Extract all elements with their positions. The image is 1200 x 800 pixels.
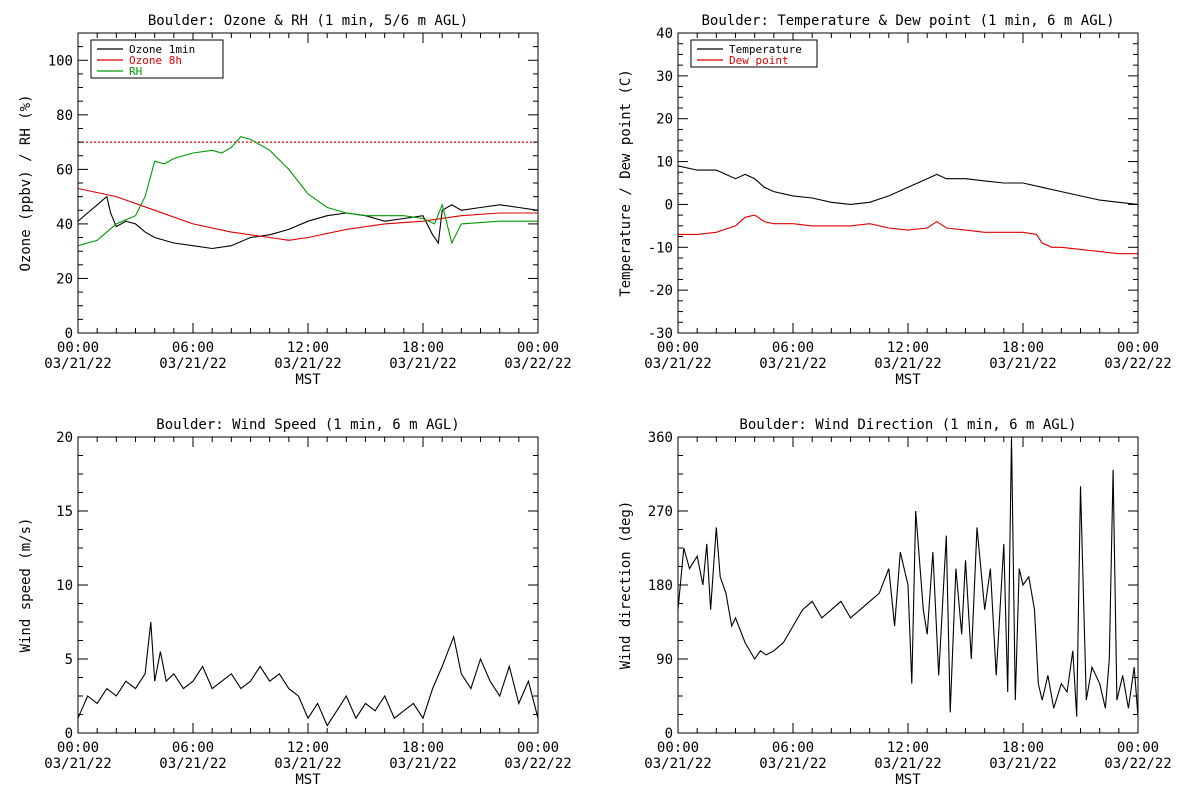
x-tick-label-date: 03/21/22 [989, 356, 1056, 372]
y-tick-label: 20 [56, 430, 73, 446]
y-tick-label: 60 [56, 162, 73, 178]
y-tick-label: 5 [65, 652, 73, 668]
x-tick-label-date: 03/21/22 [644, 756, 711, 772]
x-tick-label-date: 03/22/22 [504, 756, 571, 772]
y-tick-label: 100 [48, 53, 73, 69]
x-tick-label-date: 03/21/22 [874, 356, 941, 372]
x-tick-label-time: 06:00 [772, 340, 814, 356]
x-tick-label-time: 00:00 [517, 740, 559, 756]
legend-label: Dew point [729, 54, 789, 67]
legend-label: Ozone 8h [129, 54, 182, 67]
y-tick-label: -10 [648, 240, 673, 256]
y-tick-label: 0 [65, 326, 73, 342]
series-line-rh [78, 135, 538, 247]
y-tick-label: 40 [656, 26, 673, 42]
x-tick-label-time: 12:00 [287, 340, 329, 356]
y-tick-label: 10 [56, 578, 73, 594]
x-tick-label-time: 00:00 [657, 740, 699, 756]
chart-title: Boulder: Wind Direction (1 min, 6 m AGL) [739, 417, 1076, 433]
y-tick-label: 0 [65, 726, 73, 742]
x-tick-label-date: 03/21/22 [874, 756, 941, 772]
y-axis-label: Wind direction (deg) [618, 501, 634, 670]
y-axis-label: Ozone (ppbv) / RH (%) [18, 94, 34, 271]
y-tick-label: 10 [656, 155, 673, 171]
chart-title: Boulder: Temperature & Dew point (1 min,… [701, 13, 1114, 29]
panel-wind-speed: Boulder: Wind Speed (1 min, 6 m AGL) 0 5 10… [18, 417, 572, 788]
y-tick-label: 20 [656, 112, 673, 128]
x-axis-label: MST [895, 372, 921, 388]
x-tick-label-time: 12:00 [287, 740, 329, 756]
y-tick-label: 40 [56, 217, 73, 233]
x-tick-label-date: 03/22/22 [1104, 356, 1171, 372]
x-tick-label-date: 03/21/22 [159, 356, 226, 372]
y-tick-label: 0 [665, 197, 673, 213]
y-tick-label: 30 [656, 69, 673, 85]
x-tick-label-time: 06:00 [172, 340, 214, 356]
y-axis-label: Temperature / Dew point (C) [618, 69, 634, 297]
x-tick-label-time: 18:00 [402, 740, 444, 756]
x-tick-label-date: 03/21/22 [44, 756, 111, 772]
x-tick-label-date: 03/21/22 [759, 756, 826, 772]
chart-title: Boulder: Wind Speed (1 min, 6 m AGL) [156, 417, 459, 433]
x-tick-label-date: 03/21/22 [644, 356, 711, 372]
plot-frame [677, 32, 1139, 334]
y-tick-label: 20 [56, 271, 73, 287]
x-axis-label: MST [295, 772, 321, 788]
x-tick-label-time: 12:00 [887, 340, 929, 356]
y-tick-label: 90 [656, 652, 673, 668]
x-tick-label-date: 03/21/22 [389, 356, 456, 372]
x-tick-label-date: 03/22/22 [1104, 756, 1171, 772]
chart-title: Boulder: Ozone & RH (1 min, 5/6 m AGL) [148, 13, 468, 29]
series-line-dew-point [678, 214, 1138, 255]
x-tick-label-date: 03/21/22 [274, 356, 341, 372]
x-axis-label: MST [295, 372, 321, 388]
x-axis-label: MST [895, 772, 921, 788]
x-tick-label-date: 03/21/22 [989, 756, 1056, 772]
legend-label: Ozone 1min [129, 43, 195, 56]
series-line-ozone-1min [78, 195, 538, 250]
x-tick-label-time: 06:00 [772, 740, 814, 756]
series-line-main [78, 621, 538, 727]
y-tick-label: -30 [648, 326, 673, 342]
x-tick-label-date: 03/22/22 [504, 356, 571, 372]
y-tick-label: 15 [56, 504, 73, 520]
x-tick-label-time: 00:00 [57, 740, 99, 756]
x-tick-label-time: 12:00 [887, 740, 929, 756]
x-tick-label-time: 18:00 [1002, 740, 1044, 756]
y-tick-label: 0 [665, 726, 673, 742]
y-tick-label: 270 [648, 504, 673, 520]
x-tick-label-time: 00:00 [57, 340, 99, 356]
y-tick-label: 80 [56, 108, 73, 124]
x-tick-label-time: 18:00 [402, 340, 444, 356]
x-tick-label-time: 00:00 [1117, 740, 1159, 756]
x-tick-label-time: 18:00 [1002, 340, 1044, 356]
legend-box [690, 39, 818, 68]
x-tick-label-date: 03/21/22 [274, 756, 341, 772]
x-tick-label-time: 06:00 [172, 740, 214, 756]
x-tick-label-date: 03/21/22 [159, 756, 226, 772]
x-tick-label-time: 00:00 [1117, 340, 1159, 356]
panel-wind-direction: Boulder: Wind Direction (1 min, 6 m AGL)… [618, 417, 1172, 788]
plot-frame [77, 436, 539, 734]
series-line-main [678, 437, 1138, 717]
y-tick-label: -20 [648, 283, 673, 299]
x-tick-label-time: 00:00 [657, 340, 699, 356]
legend-box [90, 39, 224, 79]
x-tick-label-time: 00:00 [517, 340, 559, 356]
legend-label: RH [129, 65, 142, 78]
x-tick-label-date: 03/21/22 [44, 356, 111, 372]
x-tick-label-date: 03/21/22 [389, 756, 456, 772]
panel-temperature-dewpoint: Boulder: Temperature & Dew point (1 min,… [618, 13, 1172, 388]
y-tick-label: 360 [648, 430, 673, 446]
x-tick-label-date: 03/21/22 [759, 356, 826, 372]
series-line-temperature [678, 165, 1138, 205]
panel-ozone-rh: Boulder: Ozone & RH (1 min, 5/6 m AGL) 0 2… [18, 13, 572, 388]
y-tick-label: 180 [648, 578, 673, 594]
series-line-ozone-8h [78, 187, 538, 241]
legend-label: Temperature [729, 43, 802, 56]
y-axis-label: Wind speed (m/s) [18, 518, 34, 653]
